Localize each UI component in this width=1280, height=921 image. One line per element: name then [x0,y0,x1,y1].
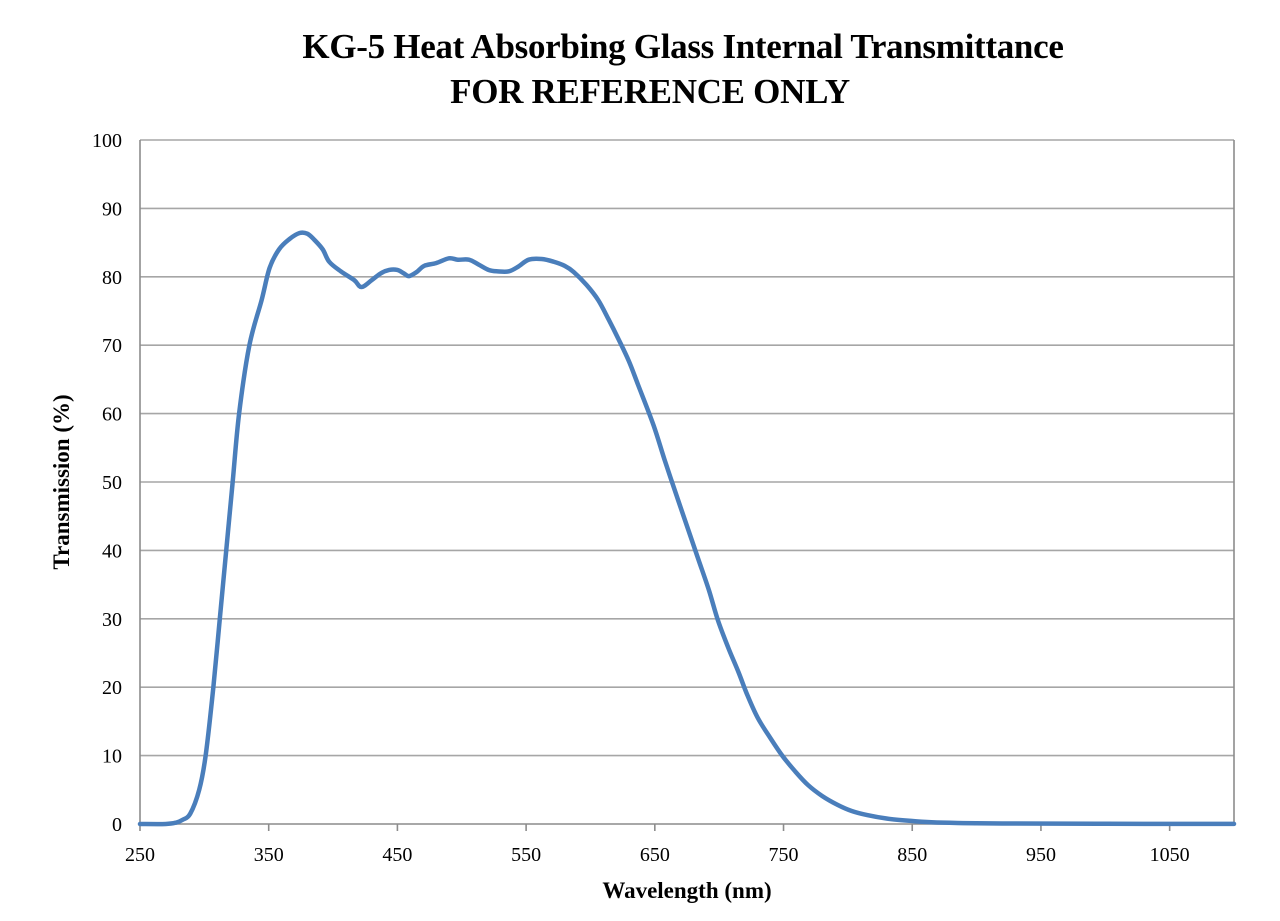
y-tick-label: 50 [102,472,122,494]
x-tick-label: 950 [1026,844,1056,866]
y-tick-label: 10 [102,746,122,768]
y-tick-label: 40 [102,540,122,562]
y-tick-label: 70 [102,335,122,357]
y-tick-label: 60 [102,404,122,426]
axes [139,140,1235,831]
y-tick-label: 100 [92,130,122,152]
y-tick-label: 20 [102,677,122,699]
y-tick-label: 0 [112,814,122,836]
chart-title: KG-5 Heat Absorbing Glass Internal Trans… [302,27,1064,66]
x-tick-label: 250 [125,844,155,866]
series-line [137,230,1237,827]
y-axis-label: Transmission (%) [49,394,74,569]
x-axis-label: Wavelength (nm) [602,878,771,903]
x-tick-label: 750 [769,844,799,866]
gridlines [140,139,1234,757]
y-tick-label: 90 [102,198,122,220]
x-tick-label: 850 [897,844,927,866]
x-tick-label: 450 [382,844,412,866]
y-tick-label: 30 [102,609,122,631]
x-tick-label: 350 [254,844,284,866]
chart-subtitle: FOR REFERENCE ONLY [450,72,850,111]
y-tick-label: 80 [102,267,122,289]
x-tick-label: 550 [511,844,541,866]
x-tick-label: 650 [640,844,670,866]
x-tick-label: 1050 [1150,844,1190,866]
y-tick-labels: 0 10 20 30 40 50 60 70 80 90 100 [92,130,122,836]
series-group [137,230,1237,827]
x-tick-labels: 250 350 450 550 650 750 850 950 1050 [125,844,1190,866]
